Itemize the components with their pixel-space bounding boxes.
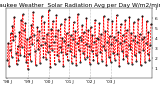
Title: Milwaukee Weather  Solar Radiation Avg per Day W/m2/minute: Milwaukee Weather Solar Radiation Avg pe… [0, 3, 160, 8]
